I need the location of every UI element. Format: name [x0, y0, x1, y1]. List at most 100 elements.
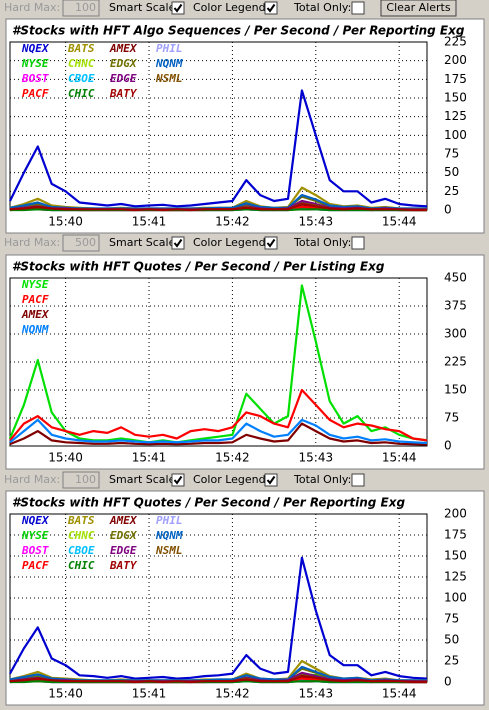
legend-entry: CHNC: [68, 529, 95, 542]
x-tick-label: 15:40: [48, 215, 83, 229]
x-tick-label: 15:42: [215, 451, 250, 465]
chart-title: #Stocks with HFT Quotes / Per Second / P…: [12, 260, 385, 274]
y-tick-label: 50: [444, 633, 459, 647]
x-tick-label: 15:41: [132, 687, 167, 701]
x-tick-label: 15:44: [382, 215, 417, 229]
legend-entry: PACF: [22, 87, 49, 100]
legend-entry: PHIL: [156, 514, 183, 527]
chart: #Stocks with HFT Quotes / Per Second / P…: [5, 254, 485, 470]
hard-max-value: 100: [75, 473, 96, 486]
y-tick-label: 175: [444, 72, 467, 86]
y-tick-label: 150: [444, 383, 467, 397]
y-tick-label: 0: [444, 439, 452, 453]
hard-max-label: Hard Max:: [4, 1, 60, 14]
legend-entry: BATS: [67, 42, 95, 55]
legend-entry: NQNM: [155, 57, 183, 70]
legend-entry: AMEX: [21, 308, 50, 321]
y-tick-label: 75: [444, 612, 459, 626]
y-tick-label: 125: [444, 570, 467, 584]
smart-scale-check: [173, 238, 183, 248]
legend-entry: EDGE: [110, 544, 137, 557]
data-line: [9, 422, 428, 446]
smart-scale-label: Smart Scale:: [109, 236, 179, 249]
color-legend-check: [266, 238, 276, 248]
legend-entry: EDGX: [110, 529, 138, 542]
y-tick-label: 100: [444, 591, 467, 605]
legend-entry: BOST: [21, 544, 49, 557]
x-tick-label: 15:43: [299, 215, 334, 229]
legend-entry: BATY: [109, 87, 138, 100]
data-line: [8, 284, 428, 444]
clear-alerts-label: Clear Alerts: [386, 1, 450, 14]
clear-alerts-button[interactable]: [380, 0, 457, 17]
y-tick-label: 25: [444, 184, 459, 198]
legend-entry: NYSE: [21, 278, 49, 291]
x-tick-label: 15:40: [48, 451, 83, 465]
data-line: [9, 418, 428, 445]
legend-entry: BATY: [109, 559, 138, 572]
data-line: [9, 388, 428, 442]
y-tick-label: 200: [444, 507, 467, 521]
total-only-label: Total Only:: [293, 236, 351, 249]
data-line: [9, 89, 428, 208]
y-tick-label: 225: [444, 35, 467, 49]
legend-entry: NQNM: [155, 529, 183, 542]
hard-max-input[interactable]: [62, 471, 100, 489]
legend-entry: CHIC: [68, 87, 95, 100]
data-line: [9, 202, 427, 212]
total-only-checkbox[interactable]: [351, 1, 365, 15]
chart: #Stocks with HFT Quotes / Per Second / P…: [5, 490, 485, 706]
legend-entry: CBOE: [68, 544, 95, 557]
hard-max-label: Hard Max:: [4, 473, 60, 486]
hard-max-label: Hard Max:: [4, 236, 60, 249]
y-tick-label: 25: [444, 654, 459, 668]
chart: #Stocks with HFT Algo Sequences / Per Se…: [5, 18, 485, 234]
y-tick-label: 225: [444, 355, 467, 369]
legend-entry: AMEX: [109, 514, 138, 527]
y-tick-label: 100: [444, 128, 467, 142]
smart-scale-check: [173, 475, 183, 485]
legend-entry: NQEX: [21, 514, 50, 527]
total-only-checkbox[interactable]: [351, 473, 365, 487]
y-tick-label: 50: [444, 165, 459, 179]
y-tick-label: 0: [444, 675, 452, 689]
y-tick-label: 200: [444, 53, 467, 67]
legend-entry: EDGE: [110, 72, 137, 85]
hard-max-input[interactable]: [62, 234, 100, 252]
total-only-label: Total Only:: [293, 473, 351, 486]
legend-entry: BOST: [21, 72, 49, 85]
legend-entry: NQEX: [21, 42, 50, 55]
y-tick-label: 300: [444, 327, 467, 341]
data-line: [9, 556, 428, 680]
x-tick-label: 15:41: [132, 451, 167, 465]
legend-entry: AMEX: [109, 42, 138, 55]
smart-scale-label: Smart Scale:: [109, 473, 179, 486]
legend-entry: CHIC: [68, 559, 95, 572]
x-tick-label: 15:43: [299, 451, 334, 465]
y-tick-label: 0: [444, 203, 452, 217]
legend-entry: CBOE: [68, 72, 95, 85]
y-tick-label: 75: [444, 147, 459, 161]
hard-max-input[interactable]: [62, 0, 100, 17]
x-tick-label: 15:44: [382, 451, 417, 465]
smart-scale-label: Smart Scale:: [109, 1, 179, 14]
color-legend-check: [266, 475, 276, 485]
color-legend-check: [266, 3, 276, 13]
color-legend-label: Color Legend:: [193, 1, 269, 14]
legend-entry: NYSE: [21, 529, 49, 542]
legend-entry: PACF: [22, 559, 49, 572]
data-line: [9, 674, 427, 684]
total-only-checkbox[interactable]: [351, 236, 365, 250]
hard-max-value: 500: [75, 236, 96, 249]
y-tick-label: 150: [444, 91, 467, 105]
legend-entry: CHNC: [68, 57, 95, 70]
y-tick-label: 150: [444, 549, 467, 563]
y-tick-label: 450: [444, 271, 467, 285]
legend-entry: NQNM: [21, 323, 49, 336]
legend-entry: EDGX: [110, 57, 138, 70]
x-tick-label: 15:40: [48, 687, 83, 701]
y-tick-label: 125: [444, 109, 467, 123]
legend-entry: NSML: [155, 544, 183, 557]
legend-entry: NYSE: [21, 57, 49, 70]
